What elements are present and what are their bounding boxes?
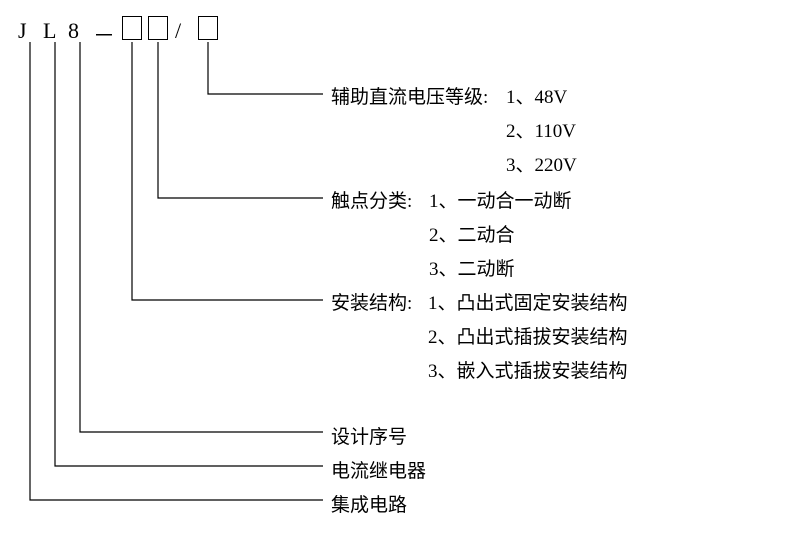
model-char-1: L xyxy=(43,18,58,44)
label-item-0-0: 1、48V xyxy=(506,82,567,109)
label-item-0-1: 2、110V xyxy=(506,116,576,143)
connector-0 xyxy=(30,42,323,500)
label-item-1-0: 1、一动合一动断 xyxy=(429,186,572,213)
placeholder-box-1 xyxy=(148,16,168,40)
connector-4 xyxy=(158,42,323,198)
connector-2 xyxy=(80,42,323,432)
label-title-5: 集成电路 xyxy=(331,490,407,517)
label-item-1-2: 3、二动断 xyxy=(429,254,515,281)
connector-1 xyxy=(55,42,323,466)
model-char-3: － xyxy=(93,18,117,50)
connector-3 xyxy=(132,42,323,300)
label-title-3: 设计序号 xyxy=(331,422,407,449)
placeholder-box-0 xyxy=(122,16,142,40)
label-item-1-1: 2、二动合 xyxy=(429,220,515,247)
model-char-2: 8 xyxy=(68,18,81,44)
model-slash: / xyxy=(175,18,183,44)
connector-5 xyxy=(208,42,323,94)
label-title-2: 安装结构: xyxy=(331,288,412,315)
label-item-2-2: 3、嵌入式插拔安装结构 xyxy=(428,356,628,383)
label-item-2-0: 1、凸出式固定安装结构 xyxy=(428,288,628,315)
model-char-0: J xyxy=(18,18,29,44)
label-item-2-1: 2、凸出式插拔安装结构 xyxy=(428,322,628,349)
label-title-0: 辅助直流电压等级: xyxy=(331,82,488,109)
placeholder-box-2 xyxy=(198,16,218,40)
label-title-1: 触点分类: xyxy=(331,186,412,213)
label-title-4: 电流继电器 xyxy=(331,456,426,483)
label-item-0-2: 3、220V xyxy=(506,150,577,177)
